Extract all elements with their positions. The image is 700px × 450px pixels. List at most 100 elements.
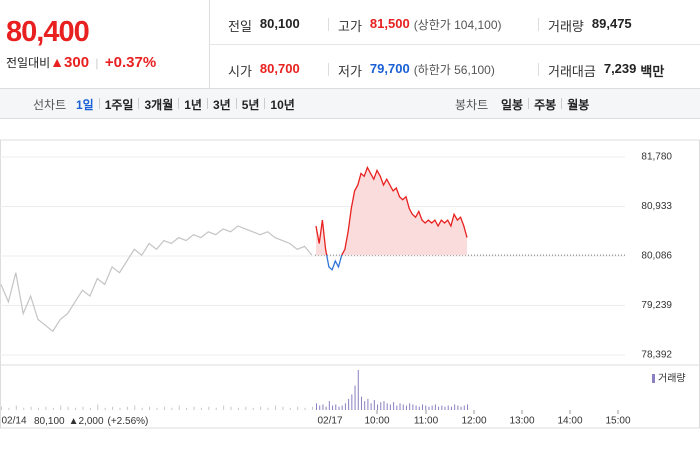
volume-bar	[312, 406, 313, 410]
volume-bar	[112, 406, 114, 410]
y-tick-label: 80,933	[641, 201, 672, 212]
tab-sep	[235, 98, 237, 109]
volume-bar	[399, 403, 401, 410]
volume-bar	[67, 406, 69, 410]
volume-bar	[386, 403, 388, 410]
divider	[210, 44, 700, 45]
volume-bar	[104, 407, 106, 410]
tab-sep	[206, 98, 208, 109]
stat-value: 7,239	[603, 61, 637, 76]
prev-day-summary: 80,100 ▲2,000 (+2.56%)	[34, 416, 148, 427]
stat-sep	[538, 18, 539, 31]
line-tab[interactable]: 3년	[212, 98, 231, 112]
volume-bar	[422, 404, 424, 410]
volume-bar	[431, 405, 433, 410]
change-rate: +0.37%	[104, 54, 157, 71]
chart: 81,780 80,933 80,086 79,239 78,392 거래량 02/14 02…	[0, 139, 700, 429]
line-tab[interactable]: 5년	[241, 98, 260, 112]
tab-sep	[264, 98, 266, 109]
volume-bar	[97, 404, 99, 410]
stat-note: (상한가 104,100)	[413, 18, 502, 32]
volume-bar	[316, 403, 317, 410]
volume-bar	[354, 385, 356, 410]
line-tab[interactable]: 1년	[184, 98, 202, 112]
volume-bar	[15, 405, 17, 410]
volume-bar	[402, 404, 404, 410]
today-line-down	[326, 255, 343, 271]
tab-sep	[138, 98, 140, 109]
change-row: 전일대비▲300 | +0.37%	[6, 54, 157, 71]
volume-bar	[134, 405, 136, 410]
x-tick-label: 11:00	[414, 416, 439, 427]
volume-bar	[332, 405, 334, 410]
y-tick-label: 79,239	[641, 300, 672, 311]
line-tab[interactable]: 3개월	[144, 98, 174, 112]
x-tick-label: 13:00	[509, 416, 534, 427]
prev-day-rate: (+2.56%)	[108, 416, 149, 427]
volume-bar	[450, 406, 452, 410]
volume-bar	[328, 401, 330, 410]
stat-sep	[328, 18, 329, 31]
volume-bar	[1, 406, 2, 410]
volume-bar	[418, 406, 420, 410]
volume-bar	[322, 404, 324, 410]
candle-tab[interactable]: 주봉	[534, 98, 557, 112]
volume-bar	[186, 407, 188, 410]
volume-bar	[428, 406, 430, 410]
x-tick-label: 02/14	[1, 416, 26, 427]
volume-legend: 거래량	[658, 373, 686, 385]
volume-bar	[45, 406, 47, 410]
volume-bar	[325, 406, 327, 410]
volume-bar	[75, 407, 77, 410]
volume-bar	[389, 404, 391, 410]
stat-label: 거래대금	[548, 64, 596, 79]
volume-bar	[441, 405, 443, 410]
volume-bar	[377, 404, 379, 410]
volume-bar	[38, 407, 40, 410]
volume-bar	[215, 407, 217, 410]
x-tick-label: 15:00	[605, 416, 630, 427]
volume-bar	[367, 398, 369, 410]
line-tab[interactable]: 10년	[270, 98, 295, 112]
line-tab[interactable]: 1일	[76, 98, 94, 112]
volume-bar	[360, 396, 362, 410]
x-tick-label: 14:00	[557, 416, 582, 427]
change-label: 전일대비	[6, 56, 51, 70]
volume-bar	[193, 406, 195, 410]
change: 300	[64, 54, 90, 71]
tab-sep	[561, 98, 563, 109]
volume-bar	[60, 405, 62, 410]
volume-bar	[319, 405, 321, 410]
candle-tab[interactable]: 일봉	[501, 98, 524, 112]
volume-bar	[126, 406, 128, 410]
volume-bar	[338, 406, 340, 410]
volume-bar	[149, 406, 151, 410]
volume-legend-swatch	[652, 374, 655, 383]
volume-bar	[223, 405, 225, 410]
volume-bar	[370, 403, 372, 410]
stat-label: 시가	[228, 64, 252, 79]
volume-bar	[341, 405, 343, 410]
volume-bar	[463, 405, 465, 410]
volume-bar	[447, 405, 449, 410]
volume-bar	[460, 406, 462, 410]
volume-bar	[373, 400, 375, 410]
y-tick-label: 80,086	[641, 251, 672, 262]
tab-sep	[178, 98, 180, 109]
line-tab[interactable]: 1주일	[104, 98, 134, 112]
stat-label: 저가	[338, 64, 362, 79]
volume-bar	[30, 406, 32, 410]
volume-bar	[178, 405, 180, 410]
volume-bar	[245, 406, 247, 410]
candle-tab[interactable]: 월봉	[567, 98, 590, 112]
volume-bar	[252, 407, 254, 410]
tab-sep	[98, 98, 100, 109]
volume-bar	[454, 404, 456, 410]
stats-box	[210, 0, 700, 89]
volume-bar	[344, 403, 346, 410]
stat-sep	[538, 63, 539, 76]
stat-label: 전일	[228, 19, 252, 34]
volume-bar	[171, 407, 173, 410]
prev-day-change: ▲2,000	[69, 416, 104, 427]
